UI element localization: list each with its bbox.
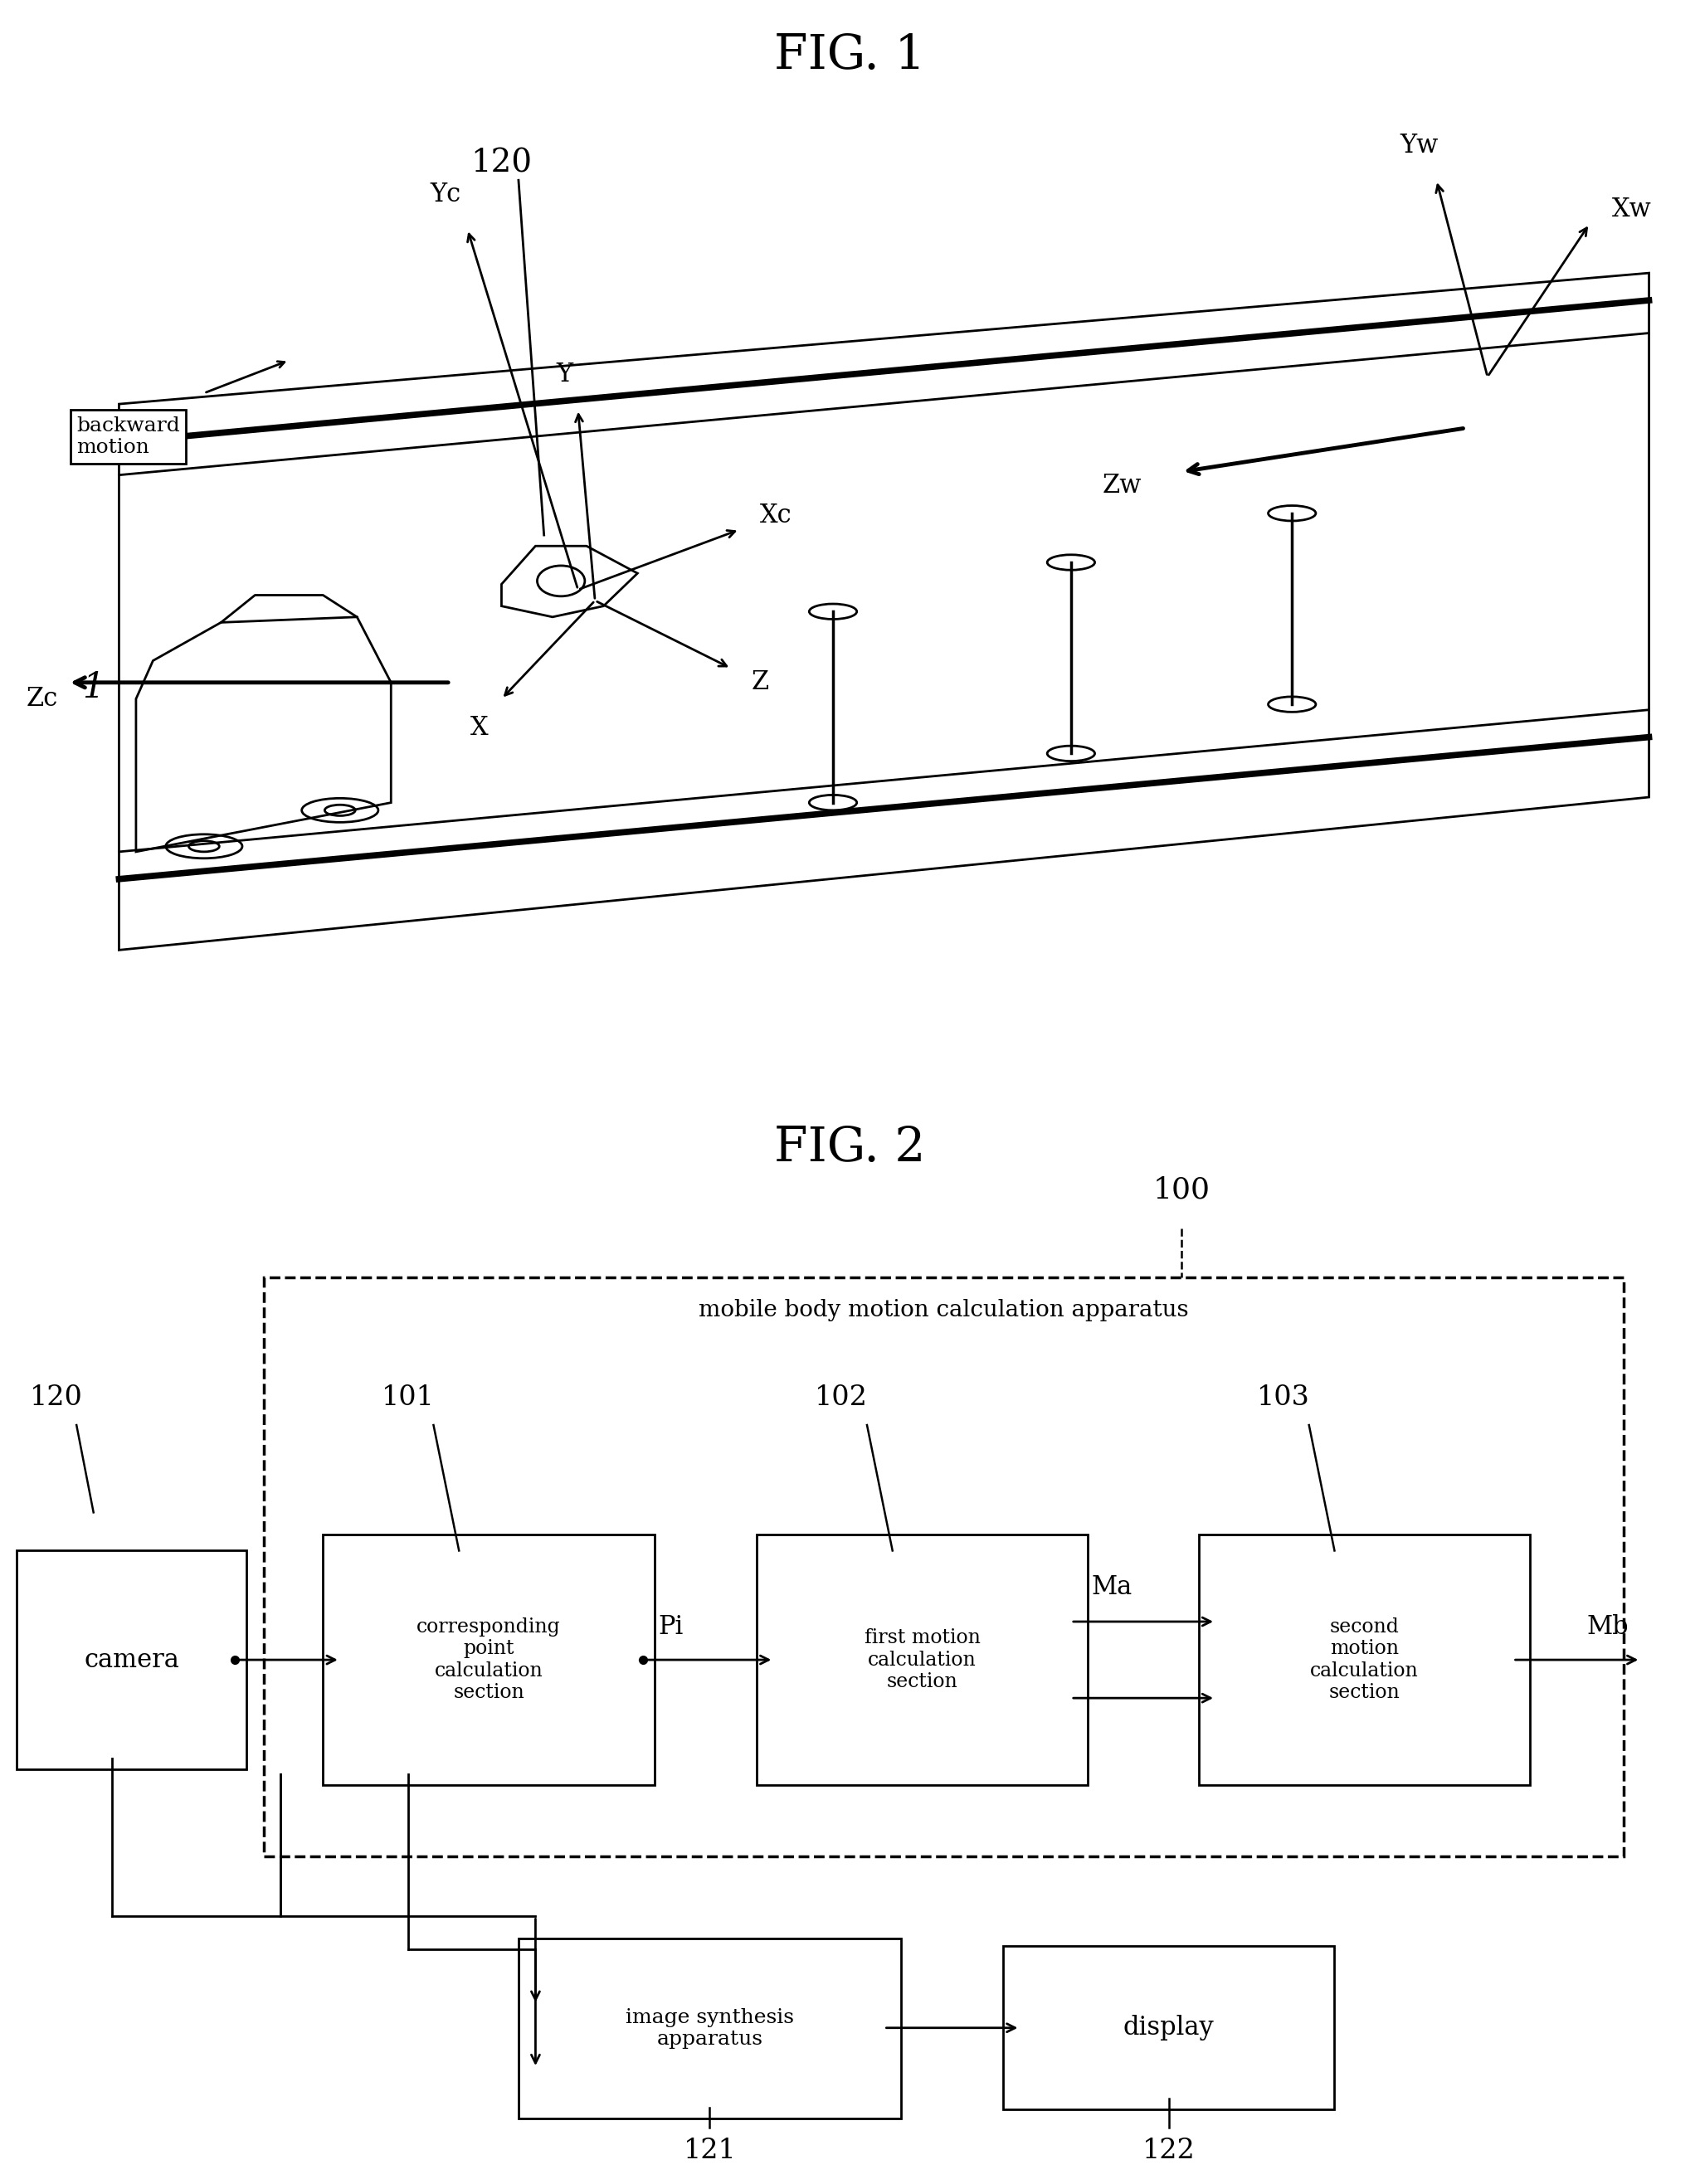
- Ellipse shape: [809, 603, 857, 620]
- Text: X: X: [471, 716, 488, 740]
- Text: Zw: Zw: [1102, 474, 1142, 498]
- Text: Pi: Pi: [658, 1614, 683, 1640]
- Text: Z: Z: [751, 670, 768, 695]
- Text: Xw: Xw: [1612, 197, 1651, 223]
- Text: 1: 1: [83, 670, 104, 705]
- Text: Xc: Xc: [760, 502, 792, 529]
- Text: 120: 120: [471, 149, 532, 179]
- Ellipse shape: [1268, 697, 1316, 712]
- Text: 121: 121: [683, 2138, 736, 2164]
- Text: 100: 100: [1153, 1177, 1210, 1203]
- Text: 120: 120: [29, 1385, 83, 1411]
- Text: 101: 101: [381, 1385, 435, 1411]
- Text: Yw: Yw: [1401, 133, 1438, 159]
- Text: Y: Y: [556, 363, 573, 389]
- Text: camera: camera: [83, 1647, 180, 1673]
- Ellipse shape: [809, 795, 857, 810]
- Text: Yc: Yc: [430, 181, 461, 207]
- Text: Ma: Ma: [1091, 1575, 1132, 1599]
- Text: first motion
calculation
section: first motion calculation section: [864, 1629, 981, 1690]
- Text: FIG. 2: FIG. 2: [774, 1125, 927, 1171]
- Text: Mb: Mb: [1586, 1614, 1629, 1640]
- Text: 122: 122: [1142, 2138, 1195, 2164]
- Text: image synthesis
apparatus: image synthesis apparatus: [626, 2007, 794, 2049]
- Text: corresponding
point
calculation
section: corresponding point calculation section: [416, 1616, 561, 1704]
- Text: display: display: [1124, 2016, 1214, 2040]
- Text: 103: 103: [1256, 1385, 1311, 1411]
- Text: mobile body motion calculation apparatus: mobile body motion calculation apparatus: [699, 1299, 1188, 1321]
- Text: second
motion
calculation
section: second motion calculation section: [1311, 1616, 1418, 1704]
- Ellipse shape: [1047, 555, 1095, 570]
- Ellipse shape: [1047, 747, 1095, 762]
- Text: 102: 102: [814, 1385, 869, 1411]
- Text: Zc: Zc: [27, 686, 58, 712]
- Text: backward
motion: backward motion: [76, 417, 180, 456]
- Text: FIG. 1: FIG. 1: [774, 33, 927, 79]
- Ellipse shape: [1268, 507, 1316, 522]
